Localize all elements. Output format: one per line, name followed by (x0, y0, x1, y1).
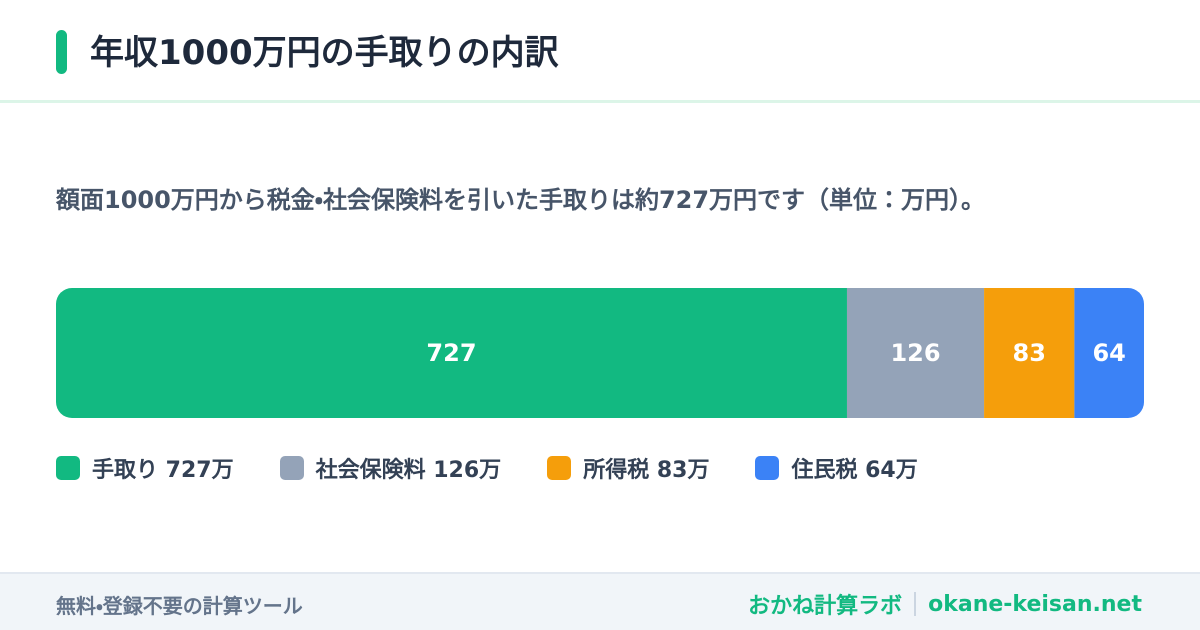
description: 額面1000万円から税金・社会保険料を引いた手取りは約727万円です（単位：万円… (56, 186, 986, 214)
bar-segment (56, 288, 847, 418)
footer-brand: おかね計算ラボ okane-keisan.net (748, 588, 1142, 620)
legend-swatch (755, 456, 780, 480)
bar-segment (846, 288, 985, 418)
legend-swatch (56, 456, 80, 480)
legend-swatch (279, 456, 304, 480)
bar-segment (1074, 288, 1144, 418)
legend-label: 手取り 727万 (92, 458, 234, 483)
legend-item: 手取り 727万 (56, 452, 234, 484)
legend-swatch (547, 456, 572, 480)
legend-item: 住民税 64万 (755, 452, 918, 484)
data-label: 727 (426, 339, 476, 367)
footer: 無料・登録不要の計算ツール おかね計算ラボ okane-keisan.net (0, 572, 1200, 630)
legend-item: 社会保険料 126万 (279, 452, 502, 484)
legend-label: 住民税 64万 (791, 458, 918, 483)
footer-tagline: 無料・登録不要の計算ツール (56, 594, 303, 618)
legend: 手取り 727万 社会保険料 126万 所得税 83万 住民税 64万 (56, 452, 918, 484)
legend-label: 所得税 83万 (583, 458, 710, 483)
brand-name: おかね計算ラボ (748, 594, 903, 619)
data-label: 64 (1092, 339, 1125, 367)
legend-item: 所得税 83万 (547, 452, 709, 484)
legend-label: 社会保険料 126万 (315, 458, 502, 483)
bar-segment (984, 288, 1075, 418)
site-url: okane-keisan.net (928, 591, 1142, 617)
separator (914, 592, 917, 616)
data-label: 83 (1013, 339, 1046, 367)
title: 年収1000万円の手取りの内訳 (90, 33, 559, 73)
data-label: 126 (890, 339, 940, 367)
accent-bar (56, 30, 67, 74)
header: 年収1000万円の手取りの内訳 (0, 0, 1200, 103)
stacked-bar: 727 126 83 64 (56, 288, 1144, 418)
